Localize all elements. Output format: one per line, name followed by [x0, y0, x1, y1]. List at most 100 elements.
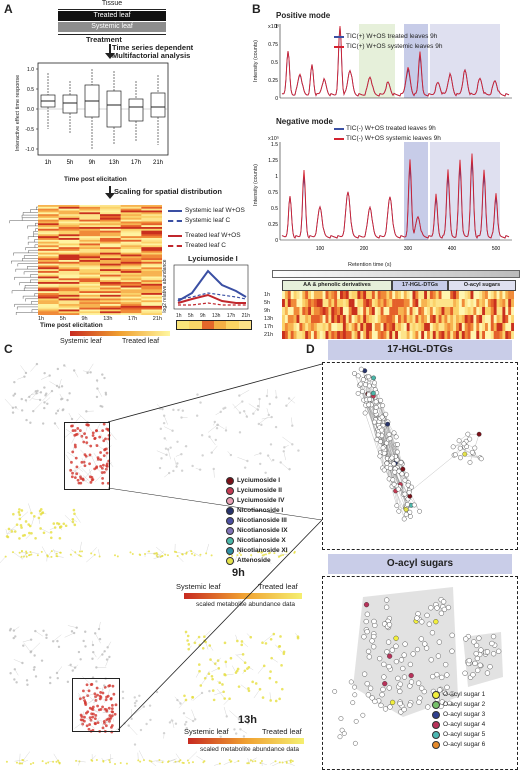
xtick-label: 5h: [67, 160, 74, 166]
node: [399, 657, 404, 662]
heat-cell: [121, 223, 142, 225]
edge: [264, 634, 274, 642]
legend-swatch: [226, 557, 234, 565]
node: [40, 513, 43, 516]
tissue-title: Tissue: [58, 0, 166, 7]
node: [43, 372, 45, 374]
heat-cell: [38, 220, 59, 222]
heat-cell: [79, 306, 100, 308]
heat-cell: [328, 331, 331, 339]
heat-cell: [346, 323, 349, 331]
heat-cell: [100, 282, 121, 284]
heat-cell: [38, 271, 59, 273]
node: [30, 638, 32, 640]
heat-cell: [294, 307, 297, 315]
node: [50, 556, 52, 558]
node: [30, 512, 33, 515]
node: [165, 448, 167, 450]
node: [214, 421, 216, 423]
node: [372, 420, 376, 424]
heat-cell: [121, 262, 142, 264]
heat-cell: [100, 234, 121, 236]
edge: [236, 654, 246, 662]
heat-cell: [38, 267, 59, 269]
edge: [237, 457, 247, 461]
node: [251, 681, 254, 684]
heat-cell: [121, 214, 142, 216]
heat-cell: [79, 242, 100, 244]
node: [177, 555, 179, 557]
node: [60, 398, 62, 400]
node: [292, 760, 294, 762]
pos-ylabel: Intensity (counts): [253, 26, 259, 96]
node: [79, 658, 81, 660]
node: [475, 668, 480, 673]
node: [458, 456, 462, 460]
heat-cell: [494, 299, 497, 307]
node: [216, 424, 218, 426]
node: [90, 552, 92, 554]
node: [120, 762, 122, 764]
node: [145, 723, 147, 725]
heat-cell: [100, 255, 121, 257]
heat-cell: [59, 249, 80, 251]
node: [139, 554, 141, 556]
heat-cell: [79, 220, 100, 222]
node: [90, 759, 92, 761]
heat-cell: [320, 315, 323, 323]
heat-cell: [395, 291, 398, 299]
heat-cell: [511, 291, 514, 299]
heat-cell: [79, 249, 100, 251]
node: [25, 419, 27, 421]
node: [165, 454, 167, 456]
heat-cell: [79, 209, 100, 211]
legend-label: Systemic leaf W+OS: [185, 208, 245, 215]
node: [43, 532, 46, 535]
node: [394, 644, 399, 649]
node: [365, 681, 370, 686]
node: [380, 403, 384, 407]
heat-cell: [38, 255, 59, 257]
edge: [97, 389, 102, 397]
node: [196, 393, 198, 395]
heat-cell: [38, 295, 59, 297]
node: [19, 762, 21, 764]
node: [59, 537, 62, 540]
heat-cell: [121, 218, 142, 220]
heat-cell: [462, 323, 465, 331]
heat-cell: [121, 302, 142, 304]
legend-c-item: Lyciumoside II: [226, 486, 288, 496]
node: [46, 403, 48, 405]
node: [376, 433, 380, 437]
heat-cell: [79, 244, 100, 246]
heat-cell: [386, 315, 389, 323]
zoom-box-13h: [72, 678, 120, 732]
node: [25, 520, 28, 523]
heat-cell: [456, 299, 459, 307]
node: [242, 653, 245, 656]
heat-cell: [459, 307, 462, 315]
heat-cell: [59, 216, 80, 218]
tissue-underline: [58, 9, 166, 10]
heat-cell: [59, 260, 80, 262]
node: [408, 514, 412, 518]
heat-cell: [79, 214, 100, 216]
node: [372, 619, 377, 624]
heat-cell: [38, 293, 59, 295]
heat-cell: [317, 331, 320, 339]
heat-cell: [100, 273, 121, 275]
heat-cell: [121, 267, 142, 269]
heat-cell: [395, 315, 398, 323]
heat-cell: [331, 307, 334, 315]
heat-cell: [334, 323, 337, 331]
heat-cell: [331, 299, 334, 307]
heat-cell: [436, 291, 439, 299]
heat-cell: [357, 323, 360, 331]
node: [211, 678, 214, 681]
heat-cell: [121, 245, 142, 247]
node: [275, 426, 277, 428]
heat-cell: [363, 323, 366, 331]
node: [259, 452, 261, 454]
node: [458, 446, 462, 450]
heat-cell: [433, 307, 436, 315]
